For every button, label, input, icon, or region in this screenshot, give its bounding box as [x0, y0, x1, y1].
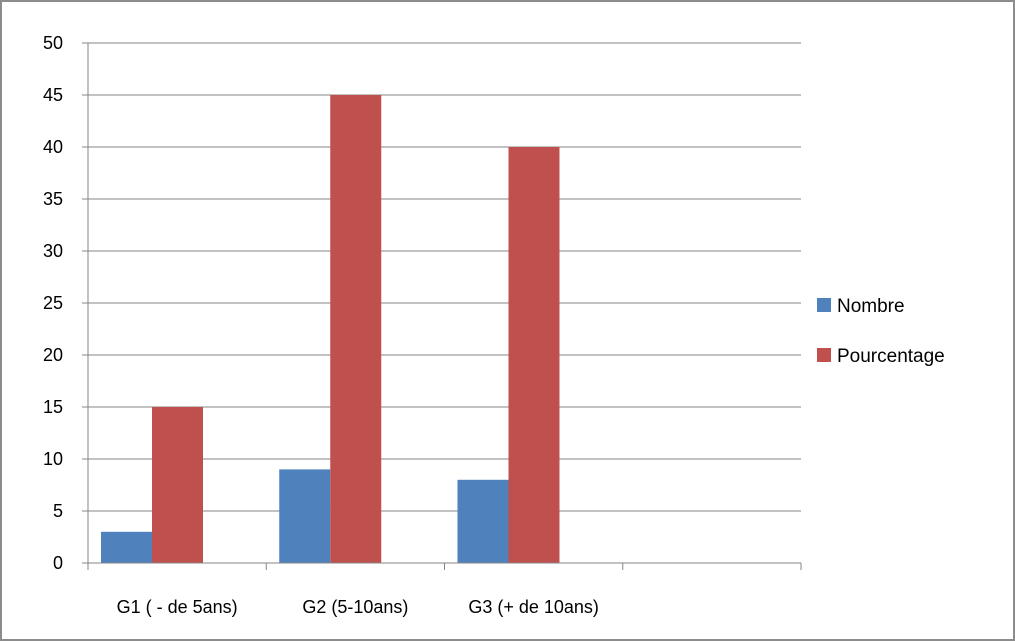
bar-pourcentage-2 — [330, 95, 382, 563]
y-tick-label: 25 — [43, 293, 63, 313]
x-tick-label: G3 (+ de 10ans) — [468, 597, 599, 617]
bar-nombre-1 — [101, 531, 152, 563]
y-tick-label: 5 — [53, 501, 63, 521]
legend-swatch-nombre — [817, 298, 831, 312]
bar-nombre-3 — [457, 479, 509, 563]
y-tick-label: 15 — [43, 397, 63, 417]
tick-labels: 0 5 10 15 20 25 30 35 40 45 50 G1 ( - de 5ans) G2 (5… — [43, 33, 599, 617]
x-tick-label: G2 (5-10ans) — [302, 597, 408, 617]
x-tick-label: G1 ( - de 5ans) — [117, 597, 238, 617]
y-tick-label: 20 — [43, 345, 63, 365]
legend-label-pourcentage: Pourcentage — [837, 346, 945, 367]
bar-pourcentage-3 — [508, 147, 560, 563]
y-tick-label: 35 — [43, 189, 63, 209]
bar-nombre-2 — [279, 469, 331, 563]
bars — [101, 95, 560, 563]
bar-pourcentage-1 — [152, 407, 203, 563]
y-tick-label: 0 — [53, 553, 63, 573]
axes — [82, 43, 802, 570]
y-tick-label: 30 — [43, 241, 63, 261]
legend: Nombre Pourcentage — [817, 296, 945, 367]
y-tick-label: 40 — [43, 137, 63, 157]
legend-label-nombre: Nombre — [837, 296, 905, 317]
y-tick-label: 45 — [43, 85, 63, 105]
legend-swatch-pourcentage — [817, 348, 831, 362]
y-tick-label: 50 — [43, 33, 63, 53]
y-tick-label: 10 — [43, 449, 63, 469]
